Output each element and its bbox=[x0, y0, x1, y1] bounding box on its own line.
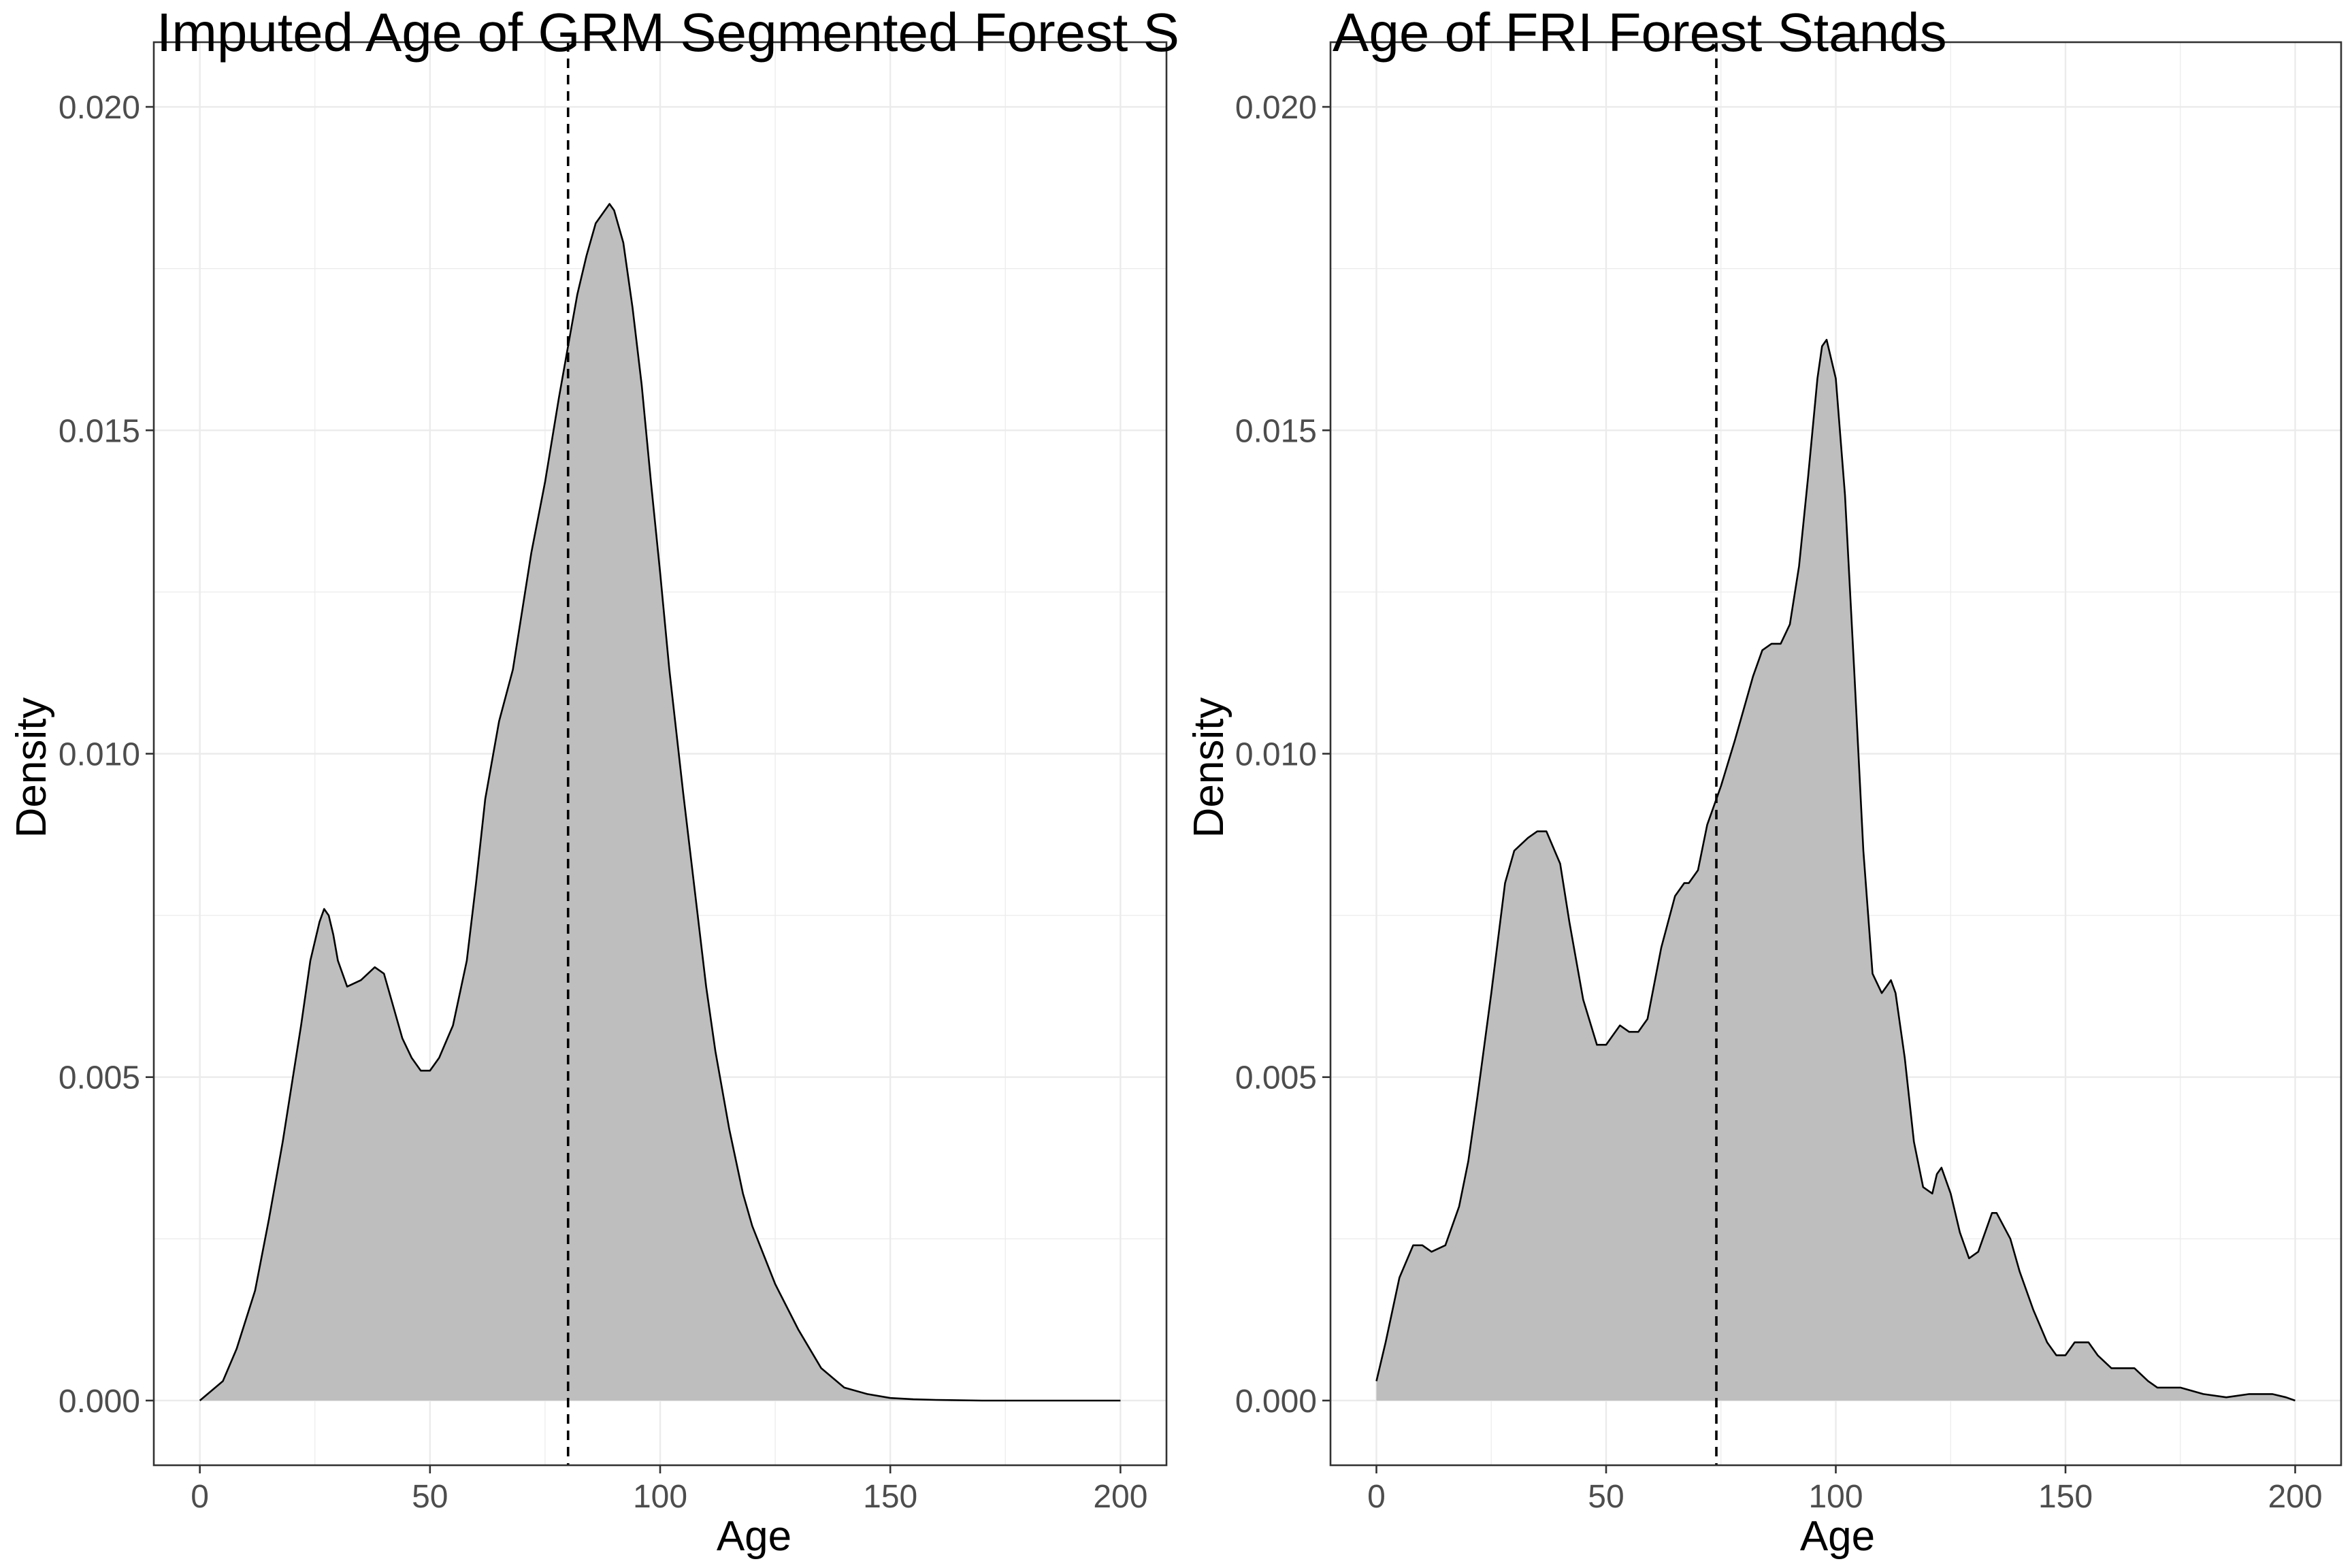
density-line bbox=[199, 203, 1121, 1402]
y-axis-title: Density bbox=[1186, 698, 1232, 838]
x-tick-label: 0 bbox=[191, 1479, 209, 1515]
y-tick-label: 0.015 bbox=[1235, 413, 1317, 449]
y-tick-label: 0.005 bbox=[59, 1060, 140, 1096]
y-axis-title: Density bbox=[8, 698, 55, 838]
y-tick-label: 0.000 bbox=[59, 1384, 140, 1420]
y-tick-label: 0.015 bbox=[59, 413, 140, 449]
x-axis-title: Age bbox=[717, 1513, 791, 1560]
x-tick-label: 150 bbox=[863, 1479, 917, 1515]
x-axis-title: Age bbox=[1800, 1513, 1875, 1560]
y-tick-label: 0.020 bbox=[1235, 90, 1317, 126]
x-tick-label: 100 bbox=[1808, 1479, 1863, 1515]
y-tick-label: 0.005 bbox=[1235, 1060, 1317, 1096]
x-tick-label: 150 bbox=[2038, 1479, 2093, 1515]
x-tick-label: 200 bbox=[2268, 1479, 2322, 1515]
y-tick-label: 0.000 bbox=[1235, 1384, 1317, 1420]
axis-layer: 0 50 100 150 200 0.000 0.005 0.010 0.015 0.020 bbox=[1235, 90, 2323, 1515]
density-area-layer bbox=[199, 203, 1121, 1402]
x-tick-label: 50 bbox=[1588, 1479, 1624, 1515]
density-line bbox=[1375, 338, 2296, 1402]
chart-panel-fri: 0 50 100 150 200 0.000 0.005 0.010 0.015 0.020 Ag… bbox=[1186, 2, 2342, 1560]
y-tick-label: 0.010 bbox=[59, 737, 140, 773]
x-tick-label: 100 bbox=[633, 1479, 687, 1515]
y-tick-label: 0.020 bbox=[59, 90, 140, 126]
x-tick-label: 0 bbox=[1367, 1479, 1386, 1515]
x-tick-label: 50 bbox=[412, 1479, 448, 1515]
chart-title: Imputed Age of GRM Segmented Forest S bbox=[157, 2, 1179, 63]
density-area bbox=[1376, 340, 2296, 1401]
density-area bbox=[199, 203, 1121, 1401]
y-tick-label: 0.010 bbox=[1235, 737, 1317, 773]
x-tick-label: 200 bbox=[1093, 1479, 1147, 1515]
axis-layer: 0 50 100 150 200 0.000 0.005 0.010 0.015 0.020 bbox=[59, 90, 1148, 1515]
chart-title: Age of FRI Forest Stands bbox=[1333, 2, 1947, 63]
density-area-layer bbox=[1375, 338, 2296, 1402]
chart-panel-grm: 0 50 100 150 200 0.000 0.005 0.010 0.015 0.020 Im… bbox=[8, 2, 1179, 1560]
